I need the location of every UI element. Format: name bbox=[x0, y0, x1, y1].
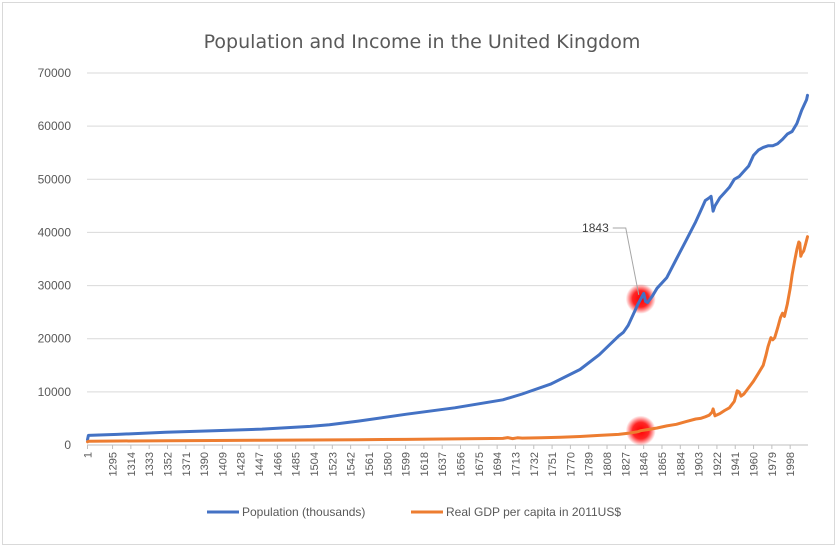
x-tick-label: 1599 bbox=[401, 452, 413, 476]
x-tick-label: 1979 bbox=[767, 452, 779, 476]
x-tick-label: 1827 bbox=[620, 452, 632, 476]
annotation-label: 1843 bbox=[582, 221, 609, 235]
y-tick-label: 40000 bbox=[38, 225, 72, 239]
x-tick-label: 1409 bbox=[217, 452, 229, 476]
series-line-gdp bbox=[86, 235, 809, 444]
x-tick-label: 1960 bbox=[749, 452, 761, 476]
x-tick-label: 1447 bbox=[254, 452, 266, 476]
legend: Population (thousands) Real GDP per capit… bbox=[207, 505, 621, 519]
y-axis: 0 10000 20000 30000 40000 50000 60000 70000 bbox=[38, 66, 72, 452]
x-tick-label: 1903 bbox=[694, 452, 706, 476]
x-tick-label: 1580 bbox=[382, 452, 394, 476]
series-lines bbox=[86, 93, 809, 444]
y-tick-label: 70000 bbox=[38, 66, 72, 80]
x-tick-label: 1618 bbox=[419, 452, 431, 476]
series-line-population bbox=[86, 93, 809, 442]
x-tick-label: 1295 bbox=[108, 452, 120, 476]
x-tick-label: 1770 bbox=[565, 452, 577, 476]
x-tick-label: 1656 bbox=[456, 452, 468, 476]
x-tick-label: 1846 bbox=[639, 452, 651, 476]
x-tick-label: 1523 bbox=[327, 452, 339, 476]
gridlines bbox=[87, 72, 808, 393]
y-tick-label: 50000 bbox=[38, 172, 72, 186]
annotation: 1843 bbox=[582, 221, 640, 295]
chart-title: Population and Income in the United King… bbox=[204, 31, 641, 53]
x-tick-label: 1998 bbox=[785, 452, 797, 476]
x-tick-label: 1561 bbox=[364, 452, 376, 476]
y-tick-label: 60000 bbox=[38, 119, 72, 133]
x-tick-label: 1884 bbox=[675, 452, 687, 476]
y-tick-label: 30000 bbox=[38, 279, 72, 293]
x-tick-label: 1808 bbox=[602, 452, 614, 476]
x-tick-label: 1941 bbox=[730, 452, 742, 476]
x-tick-label: 1751 bbox=[547, 452, 559, 476]
x-tick-label: 1390 bbox=[199, 452, 211, 476]
x-tick-label: 1694 bbox=[492, 452, 504, 476]
legend-label-population: Population (thousands) bbox=[242, 505, 365, 519]
annotation-leader-line bbox=[612, 227, 640, 295]
y-tick-label: 0 bbox=[64, 438, 71, 452]
x-tick-label: 1371 bbox=[181, 452, 193, 476]
x-axis: 1 1295 1314 1333 1352 1371 1390 1409 1428 1447 146… bbox=[82, 444, 808, 476]
x-tick-label: 1732 bbox=[529, 452, 541, 476]
x-tick-label: 1333 bbox=[144, 452, 156, 476]
legend-label-gdp: Real GDP per capita in 2011US$ bbox=[446, 505, 621, 519]
x-tick-label: 1485 bbox=[291, 452, 303, 476]
x-tick-label: 1922 bbox=[712, 452, 724, 476]
x-tick-label: 1865 bbox=[657, 452, 669, 476]
y-tick-label: 10000 bbox=[38, 385, 72, 399]
x-tick-label: 1 bbox=[82, 452, 94, 458]
x-tick-label: 1542 bbox=[346, 452, 358, 476]
y-tick-label: 20000 bbox=[38, 332, 72, 346]
x-tick-label: 1314 bbox=[126, 452, 138, 476]
x-tick-label: 1675 bbox=[474, 452, 486, 476]
x-tick-label: 1637 bbox=[437, 452, 449, 476]
highlight-markers bbox=[625, 283, 656, 446]
x-tick-label: 1504 bbox=[309, 452, 321, 476]
x-tick-label: 1352 bbox=[162, 452, 174, 476]
x-tick-label: 1713 bbox=[510, 452, 522, 476]
x-tick-label: 1428 bbox=[236, 452, 248, 476]
x-tick-label: 1466 bbox=[272, 452, 284, 476]
x-tick-label: 1789 bbox=[584, 452, 596, 476]
